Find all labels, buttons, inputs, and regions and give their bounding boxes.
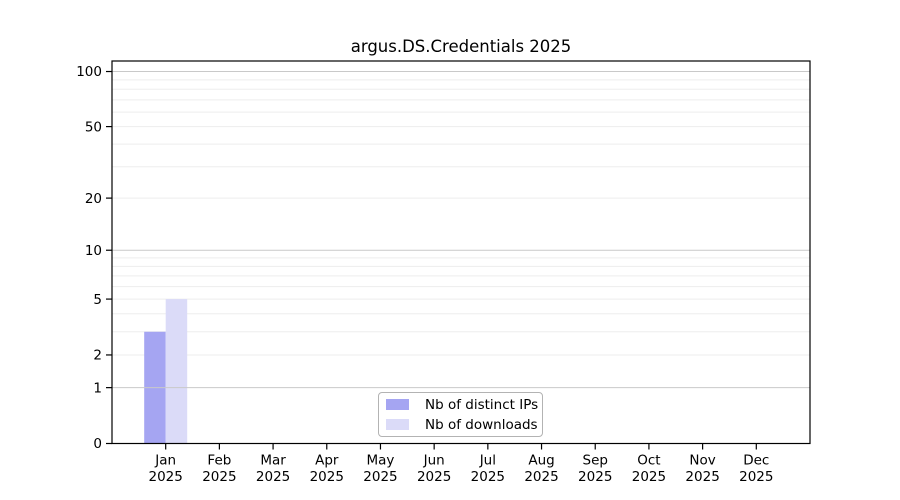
x-tick-label-year-may: 2025 bbox=[363, 469, 397, 485]
x-tick-label-year-sep: 2025 bbox=[578, 469, 612, 485]
x-tick-label-year-feb: 2025 bbox=[202, 469, 236, 485]
y-tick-label-10: 10 bbox=[85, 243, 102, 259]
plot-border bbox=[111, 60, 811, 445]
minor-gridlines bbox=[112, 79, 810, 356]
legend-entry-distinct-ips: Nb of distinct IPs bbox=[386, 396, 542, 413]
x-tick-label-year-jul: 2025 bbox=[471, 469, 505, 485]
x-tick-label-month-dec: Dec bbox=[743, 453, 769, 469]
x-tick-label-year-nov: 2025 bbox=[685, 469, 719, 485]
legend-entry-downloads: Nb of downloads bbox=[386, 416, 542, 433]
x-tick-label-month-feb: Feb bbox=[207, 453, 231, 469]
x-tick-label-month-jan: Jan bbox=[154, 453, 176, 469]
y-tick-label-20: 20 bbox=[85, 191, 102, 207]
x-tick-label-year-jun: 2025 bbox=[417, 469, 451, 485]
x-tick-label-year-dec: 2025 bbox=[739, 469, 773, 485]
x-tick-label-year-mar: 2025 bbox=[256, 469, 290, 485]
x-tick-label-month-jul: Jul bbox=[479, 453, 496, 469]
chart-title: argus.DS.Credentials 2025 bbox=[351, 37, 572, 56]
x-tick-label-month-apr: Apr bbox=[315, 453, 339, 469]
y-tick-label-50: 50 bbox=[85, 119, 102, 135]
x-tick-label-month-nov: Nov bbox=[689, 453, 715, 469]
y-tick-label-100: 100 bbox=[76, 64, 102, 80]
legend: Nb of distinct IPs Nb of downloads bbox=[378, 392, 543, 437]
legend-swatch-distinct-ips bbox=[386, 399, 409, 410]
x-tick-label-year-jan: 2025 bbox=[149, 469, 183, 485]
y-tick-label-1: 1 bbox=[93, 380, 102, 396]
x-tick-label-month-aug: Aug bbox=[528, 453, 554, 469]
x-tick-label-month-sep: Sep bbox=[583, 453, 608, 469]
axes bbox=[106, 60, 811, 450]
legend-swatch-downloads bbox=[386, 419, 409, 430]
major-gridlines bbox=[112, 71, 810, 389]
x-tick-label-month-oct: Oct bbox=[637, 453, 660, 469]
y-tick-label-2: 2 bbox=[93, 348, 102, 364]
x-tick-label-year-aug: 2025 bbox=[524, 469, 558, 485]
y-tick-label-0: 0 bbox=[93, 436, 102, 452]
x-tick-label-month-may: May bbox=[367, 453, 395, 469]
bar-downloads-jan bbox=[165, 299, 188, 444]
x-tick-label-month-jun: Jun bbox=[423, 453, 445, 469]
legend-label-downloads: Nb of downloads bbox=[425, 416, 538, 433]
x-tick-label-month-mar: Mar bbox=[260, 453, 286, 469]
x-tick-label-year-oct: 2025 bbox=[632, 469, 666, 485]
bars bbox=[144, 299, 188, 444]
legend-label-distinct-ips: Nb of distinct IPs bbox=[425, 396, 539, 413]
y-tick-label-5: 5 bbox=[93, 292, 102, 308]
x-tick-label-year-apr: 2025 bbox=[310, 469, 344, 485]
axis-labels: 0125102050100Jan2025Feb2025Mar2025Apr202… bbox=[76, 64, 773, 485]
